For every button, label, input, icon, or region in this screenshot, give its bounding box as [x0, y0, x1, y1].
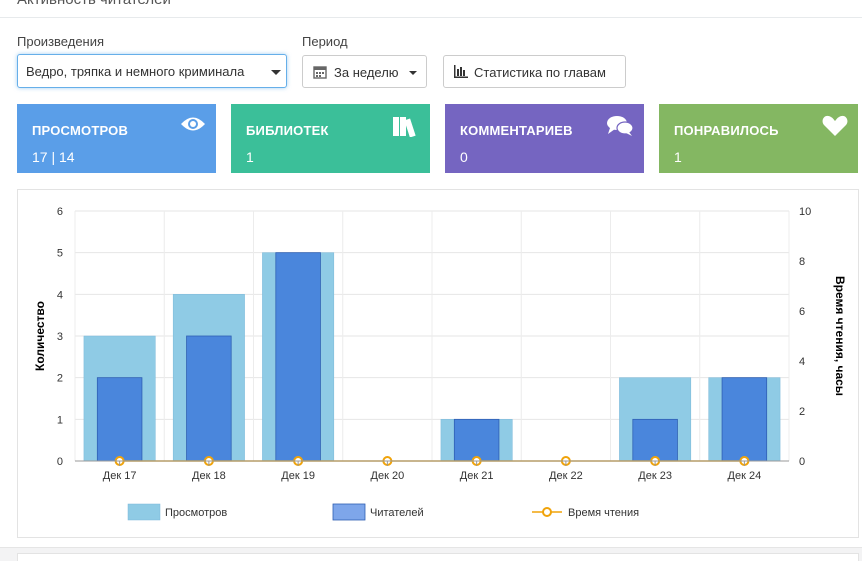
y-tick-label: 3 — [57, 331, 63, 343]
work-label: Произведения — [17, 34, 105, 49]
stat-card-likes: ПОНРАВИЛОСЬ 1 — [659, 104, 858, 173]
chapter-stats-label: Статистика по главам — [474, 65, 606, 80]
chart-panel: 0 1 2 3 4 5 6 0 2 4 6 8 10 Дек 17 Дек 18 Дек 19 Дек 20 Де… — [17, 189, 859, 538]
stat-value: 1 — [246, 149, 254, 165]
x-tick-label: Дек 18 — [192, 470, 226, 482]
activity-chart: 0 1 2 3 4 5 6 0 2 4 6 8 10 Дек 17 Дек 18 Дек 19 Дек 20 Де… — [33, 206, 847, 521]
chapter-stats-button[interactable]: Статистика по главам — [443, 55, 626, 88]
legend-label-views: Просмотров — [165, 507, 227, 519]
bar-readers — [186, 335, 232, 462]
legend: Просмотров Читателей Время чтения — [127, 503, 639, 521]
bar-readers — [275, 252, 321, 462]
legend-swatch-readers — [332, 503, 366, 521]
y-tick-label: 4 — [57, 289, 63, 301]
y2-tick-label: 2 — [799, 406, 805, 418]
eye-icon — [181, 117, 205, 131]
x-tick-label: Дек 24 — [728, 470, 762, 482]
work-select-value: Ведро, тряпка и немного криминала — [26, 64, 245, 79]
stat-label: ПОНРАВИЛОСЬ — [674, 123, 779, 138]
x-tick-label: Дек 21 — [460, 470, 494, 482]
caret-down-icon — [271, 70, 281, 75]
stat-card-comments: КОММЕНТАРИЕВ 0 — [445, 104, 644, 173]
books-icon — [393, 117, 416, 137]
legend-label-readers: Читателей — [370, 507, 424, 519]
bar-readers — [632, 418, 678, 462]
bar-readers — [96, 377, 143, 462]
stat-value: 1 — [674, 149, 682, 165]
y2-tick-label: 6 — [799, 306, 805, 318]
y-axis-title: Количество — [33, 301, 47, 371]
y2-tick-label: 8 — [799, 256, 805, 268]
stat-label: ПРОСМОТРОВ — [32, 123, 129, 138]
calendar-icon — [313, 66, 327, 79]
section-header: Активность читателей — [0, 0, 862, 18]
comments-icon — [607, 116, 634, 136]
stat-value: 0 — [460, 149, 468, 165]
stat-card-libraries: БИБЛИОТЕК 1 — [231, 104, 430, 173]
stat-value: 17 | 14 — [32, 149, 75, 165]
x-tick-label: Дек 19 — [281, 470, 315, 482]
x-tick-label: Дек 17 — [103, 470, 137, 482]
y-tick-label: 1 — [57, 414, 63, 426]
section-title: Активность читателей — [17, 0, 171, 8]
legend-marker-time — [542, 507, 552, 517]
period-dropdown[interactable]: За неделю — [302, 55, 427, 88]
y-tick-label: 0 — [57, 456, 63, 468]
bar-readers — [721, 377, 768, 462]
bars — [83, 252, 781, 462]
stat-label: КОММЕНТАРИЕВ — [460, 123, 573, 138]
period-label: Период — [302, 34, 348, 49]
bar-readers — [453, 418, 500, 462]
y-tick-label: 2 — [57, 373, 63, 385]
period-value: За неделю — [334, 65, 399, 80]
y-tick-label: 5 — [57, 248, 63, 260]
legend-swatch-views — [127, 503, 161, 521]
stat-card-views: ПРОСМОТРОВ 17 | 14 — [17, 104, 216, 173]
bar-chart-icon — [454, 65, 468, 78]
x-tick-label: Дек 22 — [549, 470, 583, 482]
next-panel — [17, 553, 859, 561]
y2-tick-label: 10 — [799, 206, 811, 218]
y2-tick-label: 4 — [799, 356, 805, 368]
heart-icon — [822, 115, 848, 136]
y-tick-label: 6 — [57, 206, 63, 218]
x-tick-label: Дек 20 — [371, 470, 405, 482]
y2-axis-title: Время чтения, часы — [833, 276, 847, 396]
axes: 0 1 2 3 4 5 6 0 2 4 6 8 10 Дек 17 Дек 18 Дек 19 Дек 20 Де… — [33, 206, 847, 482]
y2-tick-label: 0 — [799, 456, 805, 468]
work-select[interactable]: Ведро, тряпка и немного криминала — [17, 54, 287, 88]
stat-label: БИБЛИОТЕК — [246, 123, 329, 138]
x-tick-label: Дек 23 — [638, 470, 672, 482]
legend-label-time: Время чтения — [568, 507, 639, 519]
caret-down-icon — [409, 71, 417, 75]
